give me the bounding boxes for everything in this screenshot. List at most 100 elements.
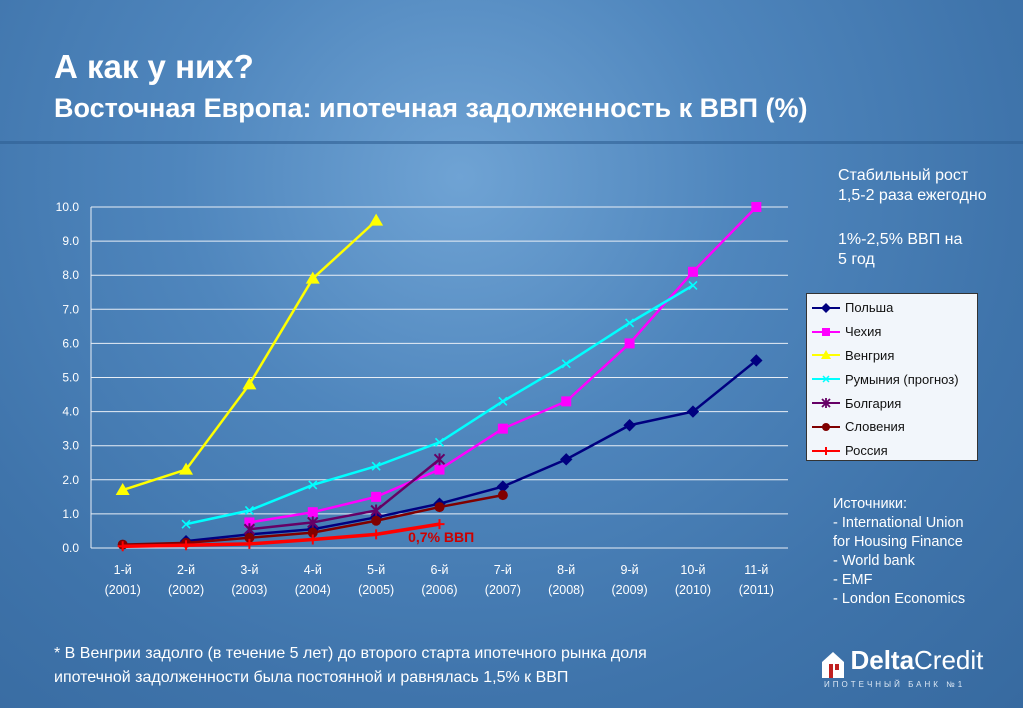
- x-tick-label: 10-й: [680, 563, 705, 577]
- legend-item: Польша: [807, 296, 977, 320]
- x-tick-label: 6-й: [430, 563, 448, 577]
- x-tick-label: (2010): [675, 583, 711, 597]
- source-item: - EMF: [833, 572, 873, 588]
- series-1-line: [249, 206, 758, 524]
- legend-label: Чехия: [845, 324, 882, 340]
- series-1-point: [624, 338, 635, 349]
- y-tick-label: 10.0: [56, 200, 80, 214]
- annotation-label: 0,7% ВВП: [408, 529, 474, 545]
- series-3-point: [434, 437, 445, 447]
- growth-note-line2: 1,5-2 раза ежегодно: [838, 187, 987, 204]
- legend-swatch-icon: [812, 327, 840, 336]
- x-tick-label: 3-й: [240, 563, 258, 577]
- sources-heading: Источники:: [833, 496, 908, 512]
- series-5-point: [244, 532, 255, 543]
- series-6-point: [434, 519, 445, 530]
- growth-note: Стабильный рост 1,5-2 раза ежегодно: [838, 166, 987, 206]
- y-tick-label: 4.0: [62, 405, 79, 419]
- gdp-note-line2: 5 год: [838, 251, 875, 268]
- series-3-point: [371, 461, 381, 471]
- page-subtitle: Восточная Европа: ипотечная задолженност…: [54, 93, 808, 123]
- source-item: - World bank: [833, 553, 915, 569]
- x-tick-label: (2011): [739, 583, 774, 597]
- legend-item: Словения: [807, 415, 977, 439]
- y-tick-label: 3.0: [62, 439, 79, 453]
- y-tick-label: 8.0: [62, 268, 79, 282]
- series-6-point: [371, 529, 382, 540]
- x-tick-label: (2002): [168, 583, 204, 597]
- page-title: А как у них?: [54, 48, 254, 85]
- footnote-line1: * В Венгрии задолго (в течение 5 лет) до…: [54, 645, 647, 662]
- gdp-note-line1: 1%-2,5% ВВП на: [838, 231, 963, 248]
- series-3-point: [498, 396, 508, 406]
- series-1-point: [687, 266, 698, 277]
- footnote-line2: ипотечной задолженности была постоянной …: [54, 669, 569, 686]
- y-tick-label: 5.0: [62, 371, 79, 385]
- legend-item: Венгрия: [807, 344, 977, 368]
- series-1-point: [751, 202, 762, 212]
- x-tick-label: (2009): [612, 583, 648, 597]
- title-divider: [0, 141, 1023, 144]
- footnote: * В Венгрии задолго (в течение 5 лет) до…: [54, 642, 774, 690]
- source-item: for Housing Finance: [833, 534, 963, 550]
- y-tick-label: 1.0: [62, 507, 79, 521]
- series-5-point: [307, 527, 318, 538]
- series-2-line: [122, 219, 377, 492]
- series-2-point: [242, 377, 257, 390]
- series-2-point: [305, 271, 320, 284]
- x-tick-label: (2004): [295, 583, 331, 597]
- legend-swatch-icon: [812, 446, 840, 455]
- legend-label: Румыния (прогноз): [845, 371, 959, 387]
- source-item: - International Union: [833, 515, 964, 531]
- legend-label: Польша: [845, 300, 894, 316]
- series-3-point: [561, 359, 571, 369]
- x-tick-label: (2006): [421, 583, 457, 597]
- series-6-line: [122, 522, 440, 549]
- series-3-point: [308, 480, 318, 490]
- series-6-point: [307, 534, 318, 545]
- logo-name: DeltaCredit: [850, 645, 984, 675]
- x-tick-label: (2003): [231, 583, 267, 597]
- legend-swatch-icon: [812, 398, 840, 409]
- logo-tagline: ИПОТЕЧНЫЙ БАНК №1: [824, 679, 966, 689]
- series-2-point: [115, 483, 130, 496]
- series-1-point: [244, 517, 255, 528]
- legend-item: Россия: [807, 439, 977, 463]
- x-tick-label: (2001): [105, 583, 141, 597]
- series-6-point: [244, 538, 255, 549]
- legend-swatch-icon: [812, 302, 840, 313]
- series-6-point: [117, 541, 128, 552]
- x-tick-label: 11-й: [744, 563, 768, 577]
- x-tick-label: 9-й: [621, 563, 639, 577]
- y-tick-label: 6.0: [62, 336, 79, 350]
- x-tick-label: 8-й: [557, 563, 575, 577]
- legend-item: Болгария: [807, 391, 977, 415]
- growth-note-line1: Стабильный рост: [838, 167, 969, 184]
- x-tick-label: (2007): [485, 583, 521, 597]
- series-5-point: [371, 515, 382, 526]
- x-tick-label: (2005): [358, 583, 394, 597]
- series-3-line: [185, 284, 694, 526]
- house-logo-icon: [822, 651, 844, 678]
- legend-swatch-icon: [812, 375, 840, 383]
- y-tick-label: 7.0: [62, 302, 79, 316]
- source-item: - London Economics: [833, 591, 966, 607]
- legend-label: Словения: [845, 419, 905, 435]
- x-tick-label: 7-й: [494, 563, 512, 577]
- legend-item: Румыния (прогноз): [807, 367, 977, 391]
- series-0-point: [750, 354, 763, 367]
- chart-legend: Польша Чехия Венгрия Румыния (прогноз) Болга…: [806, 293, 978, 461]
- series-1-point: [561, 396, 572, 407]
- y-tick-label: 9.0: [62, 234, 79, 248]
- series-3-point: [244, 505, 254, 516]
- sources-block: Источники: - International Union for Hou…: [833, 495, 965, 609]
- series-0-line: [185, 359, 758, 543]
- series-3-point: [688, 280, 698, 290]
- series-6-point: [181, 540, 192, 551]
- x-tick-label: 2-й: [177, 563, 195, 577]
- x-tick-label: 5-й: [367, 563, 385, 577]
- series-0-point: [623, 419, 636, 432]
- series-0-point: [686, 405, 700, 418]
- deltacredit-logo: DeltaCredit ИПОТЕЧНЫЙ БАНК №1: [820, 645, 983, 689]
- x-tick-label: 1-й: [114, 563, 132, 577]
